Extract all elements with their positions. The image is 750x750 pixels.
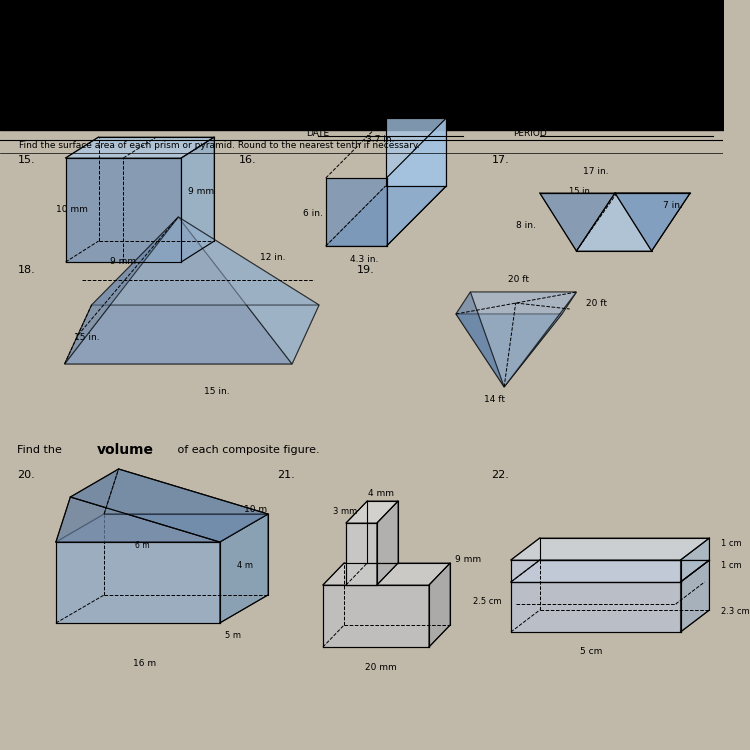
Polygon shape: [56, 497, 220, 542]
Text: 16 m: 16 m: [133, 658, 156, 668]
Text: 21.: 21.: [278, 470, 296, 480]
Polygon shape: [680, 560, 710, 632]
Polygon shape: [323, 563, 450, 585]
Text: 1 cm: 1 cm: [721, 562, 742, 571]
Text: 10 m: 10 m: [244, 506, 267, 515]
Text: 20 ft: 20 ft: [586, 299, 607, 308]
Polygon shape: [65, 137, 214, 158]
Text: 22.: 22.: [491, 470, 509, 480]
Text: 15.: 15.: [17, 155, 35, 165]
Text: 6 m: 6 m: [135, 541, 150, 550]
Polygon shape: [64, 217, 292, 364]
Polygon shape: [346, 501, 398, 523]
Text: 19.: 19.: [357, 265, 374, 275]
Polygon shape: [220, 514, 268, 623]
Text: 5 m: 5 m: [224, 631, 241, 640]
Polygon shape: [504, 292, 577, 387]
Polygon shape: [377, 501, 398, 585]
Polygon shape: [511, 560, 710, 582]
Polygon shape: [456, 314, 562, 387]
Text: 4 mm: 4 mm: [368, 488, 394, 497]
Polygon shape: [386, 118, 446, 246]
Text: Find the: Find the: [17, 445, 66, 455]
Polygon shape: [56, 542, 220, 623]
Polygon shape: [178, 217, 319, 364]
Text: DATE: DATE: [307, 128, 330, 137]
Polygon shape: [680, 538, 710, 582]
Text: 9 mm: 9 mm: [110, 257, 136, 266]
Text: 12 in.: 12 in.: [260, 253, 286, 262]
Text: 2.3 cm: 2.3 cm: [721, 608, 749, 616]
Text: 20 mm: 20 mm: [364, 662, 397, 671]
Polygon shape: [511, 582, 680, 632]
Text: 3.7 in.: 3.7 in.: [367, 136, 395, 145]
Polygon shape: [104, 469, 268, 514]
Text: volume: volume: [97, 443, 154, 457]
Text: Find the surface area of each prism or pyramid. Round to the nearest tenth if ne: Find the surface area of each prism or p…: [20, 140, 420, 149]
Text: 4 m: 4 m: [237, 560, 253, 569]
Polygon shape: [511, 538, 710, 560]
Text: 2.5 cm: 2.5 cm: [472, 598, 501, 607]
Polygon shape: [64, 305, 319, 364]
Polygon shape: [182, 137, 214, 262]
Polygon shape: [456, 292, 504, 387]
Text: 17.: 17.: [491, 155, 509, 165]
Text: 20 ft: 20 ft: [508, 275, 529, 284]
Polygon shape: [386, 118, 446, 186]
Polygon shape: [577, 193, 690, 251]
Polygon shape: [346, 523, 377, 585]
Polygon shape: [326, 186, 446, 246]
Text: 9 mm: 9 mm: [455, 556, 481, 565]
Polygon shape: [92, 217, 319, 305]
Text: 10 mm: 10 mm: [56, 206, 88, 214]
Text: 5 cm: 5 cm: [580, 647, 602, 656]
Text: 8 in.: 8 in.: [516, 220, 536, 230]
Polygon shape: [456, 292, 577, 314]
Polygon shape: [65, 158, 182, 262]
Text: 14 ft: 14 ft: [484, 395, 505, 404]
Text: 9 mm: 9 mm: [188, 188, 214, 196]
Text: 15 in.: 15 in.: [74, 332, 100, 341]
Text: 6 in.: 6 in.: [303, 209, 323, 218]
Polygon shape: [326, 178, 386, 246]
Text: of each composite figure.: of each composite figure.: [173, 445, 320, 455]
Polygon shape: [70, 469, 268, 542]
Polygon shape: [615, 193, 690, 251]
Text: 18.: 18.: [17, 265, 35, 275]
Polygon shape: [56, 514, 268, 542]
Polygon shape: [64, 217, 178, 364]
Polygon shape: [540, 193, 615, 251]
Text: 15 in.: 15 in.: [204, 388, 230, 397]
Text: 17 in.: 17 in.: [583, 166, 608, 176]
Text: PERIOD: PERIOD: [513, 128, 547, 137]
Text: 15 in.: 15 in.: [569, 187, 593, 196]
Polygon shape: [511, 560, 680, 582]
Text: 7 in.: 7 in.: [663, 200, 683, 209]
Text: 1 cm: 1 cm: [721, 539, 742, 548]
Polygon shape: [429, 563, 450, 647]
Polygon shape: [470, 292, 577, 387]
Text: 16.: 16.: [239, 155, 256, 165]
Text: 4.3 in.: 4.3 in.: [350, 256, 379, 265]
Text: 20.: 20.: [17, 470, 35, 480]
Polygon shape: [323, 585, 429, 647]
Text: 3 mm: 3 mm: [332, 506, 357, 515]
